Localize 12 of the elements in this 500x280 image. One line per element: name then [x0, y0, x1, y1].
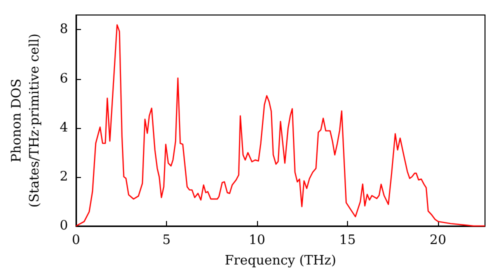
x-tick-label: 15: [339, 233, 356, 248]
x-tick-label: 0: [72, 233, 80, 248]
x-tick-label: 5: [162, 233, 171, 248]
x-tick-label: 10: [248, 233, 266, 248]
y-axis-title: Phonon DOS (States/THz·primitive cell): [10, 33, 42, 208]
x-axis-title: Frequency (THz): [224, 253, 336, 268]
y-tick-label: 2: [60, 169, 68, 184]
y-tick-label: 4: [60, 120, 68, 136]
x-tick-label: 20: [430, 233, 446, 248]
y-tick-label: 0: [60, 218, 68, 234]
y-tick-label: 8: [60, 22, 68, 38]
y-tick-label: 6: [60, 71, 68, 86]
